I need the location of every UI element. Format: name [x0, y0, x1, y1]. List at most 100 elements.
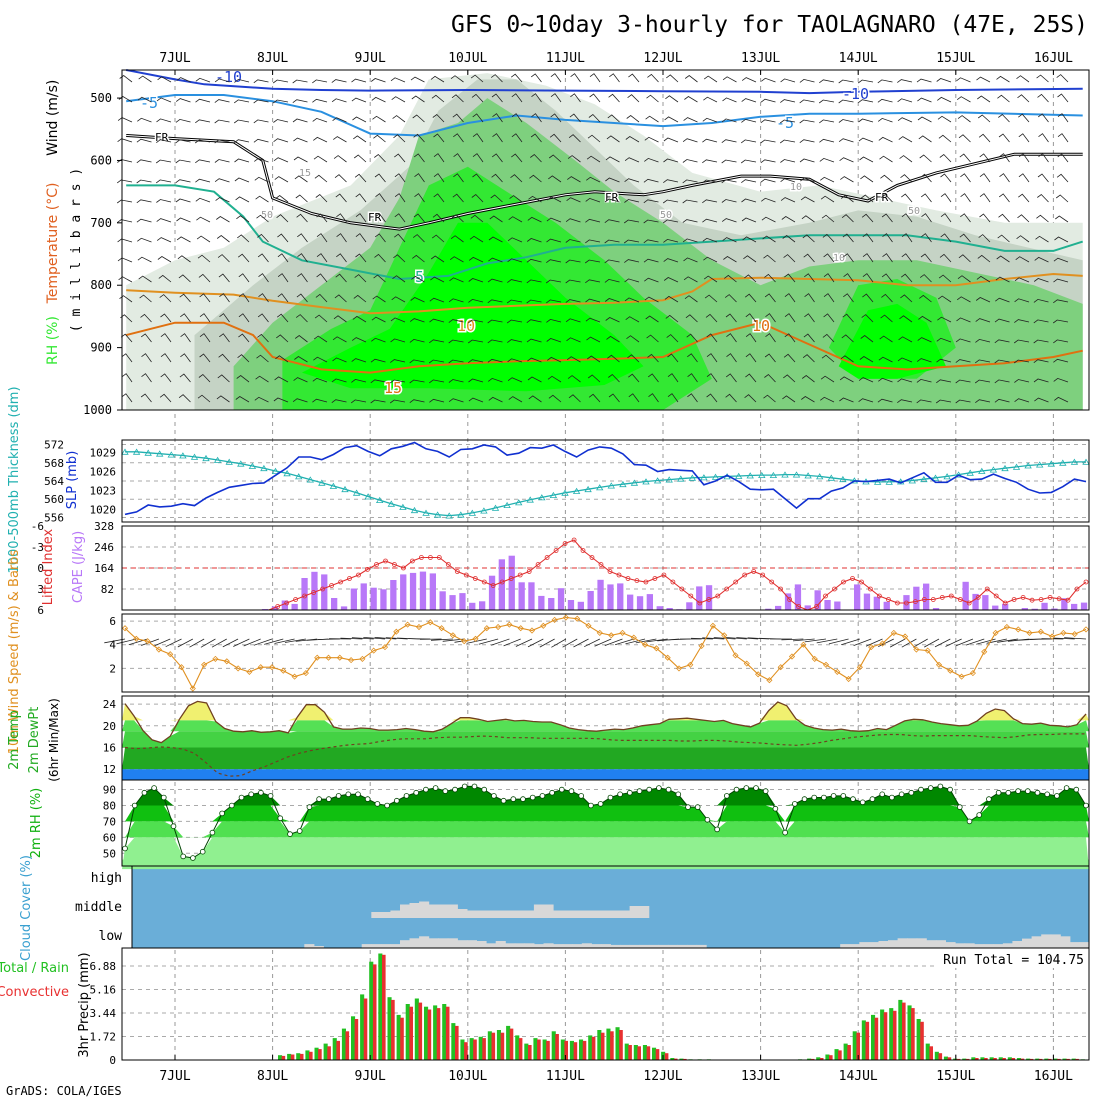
thickness-ylabel: 1000-500mb Thickness (dm) — [7, 386, 22, 573]
cloud-middle-bar — [514, 910, 525, 918]
rh2m-point — [966, 818, 973, 825]
wind-barb — [136, 138, 152, 143]
wind-barb — [277, 293, 289, 303]
wind-barb — [918, 135, 932, 143]
wind-barb — [412, 114, 425, 123]
precip-convective-bar — [984, 1058, 988, 1060]
wind-barb — [862, 273, 874, 283]
thickness-point — [746, 472, 754, 479]
wind-barb — [901, 253, 913, 263]
wind-barb — [667, 373, 679, 383]
wind-barb — [919, 154, 932, 163]
wind-barb — [180, 353, 191, 363]
wind10-point — [133, 635, 140, 642]
rh2m-point — [549, 789, 555, 796]
wind-barb — [217, 374, 230, 383]
rh2m-point — [976, 812, 982, 818]
cape-bar — [508, 555, 515, 610]
contour-label: 5 — [415, 268, 424, 286]
cloud-middle-bar — [524, 910, 535, 918]
wind-barb — [939, 253, 952, 263]
rh2m-tick-label: 80 — [103, 799, 116, 812]
lifted-index-point — [868, 586, 873, 592]
wind-barb — [238, 273, 250, 283]
precip-convective-bar — [838, 1050, 842, 1060]
wind-barb — [644, 277, 659, 283]
wind10-point — [359, 655, 366, 662]
wind10-point — [653, 645, 660, 652]
rh2m-point — [723, 793, 730, 799]
lifted-index-point — [391, 562, 397, 567]
wind-barb — [721, 159, 737, 164]
precip-total-bar — [341, 1028, 346, 1060]
wind-barb — [155, 159, 172, 164]
wind-barb — [897, 357, 913, 363]
wind-barb — [938, 134, 952, 143]
lifted-index-point — [984, 586, 990, 592]
wind-barb — [781, 216, 796, 223]
thickness-point — [665, 476, 673, 483]
precip-convective-bar — [564, 1040, 568, 1060]
wind-barb — [1016, 235, 1030, 243]
precip-convective-bar — [345, 1031, 350, 1060]
thickness-point — [387, 500, 396, 507]
wind-barb — [762, 235, 776, 243]
wind-barb — [940, 233, 952, 243]
cloud-level-label: middle — [75, 900, 122, 915]
cloud-low-bar — [304, 944, 315, 948]
wind-barb — [702, 237, 718, 243]
wind10-barb — [781, 638, 804, 641]
wind-barb — [468, 378, 484, 383]
thickness-point — [375, 496, 384, 503]
wind-barb — [666, 74, 679, 83]
wind-barb — [742, 236, 757, 243]
wind-barb — [331, 98, 347, 103]
wind10-point — [630, 634, 637, 641]
wind-barb — [823, 273, 835, 283]
wind-barb — [901, 213, 913, 223]
rh2m-point — [325, 796, 332, 802]
wind-barb — [468, 256, 484, 263]
wind10-point — [1049, 633, 1056, 640]
wind-barb — [313, 136, 328, 143]
wind-barb — [316, 253, 328, 263]
rh2m-line — [124, 785, 1087, 859]
wind-barb — [472, 173, 484, 183]
thickness-point — [480, 507, 488, 514]
precip-total-bar — [296, 1053, 301, 1060]
wind-barb — [431, 234, 445, 243]
lifted-index-point — [643, 579, 649, 585]
wind-barb — [157, 256, 172, 263]
wind-barb — [214, 78, 230, 83]
precip-total-bar — [852, 1031, 857, 1060]
lifted-index-point — [535, 562, 541, 567]
slp-ylabel-text: SLP (mb) — [65, 451, 80, 510]
bottom-day-label: 14JUL — [839, 1069, 878, 1084]
wind-barb — [823, 313, 835, 323]
wind-barb — [565, 299, 581, 303]
wind-barb — [488, 236, 503, 243]
wind-barb — [117, 138, 133, 143]
precip-convective-bar — [911, 1008, 915, 1060]
wind-barb — [586, 176, 601, 183]
wind-barb — [472, 113, 484, 123]
wind-barb — [858, 99, 874, 104]
wind-barb — [195, 159, 211, 164]
wind-barb — [585, 317, 601, 323]
wind-barb — [351, 97, 367, 103]
wind10-point — [314, 654, 321, 661]
cape-ylabel: CAPE (J/kg) — [71, 531, 86, 603]
wind-barb — [820, 375, 835, 383]
wind-barb — [783, 353, 796, 363]
wind-barb — [627, 94, 640, 103]
wind-barb — [741, 98, 757, 103]
lifted-tick-label: -6 — [31, 520, 44, 533]
wind-barb — [978, 133, 991, 143]
wind-barb — [175, 198, 191, 203]
wind-barb — [878, 356, 893, 363]
wind-barb — [608, 93, 620, 103]
precip-convective-bar — [555, 1034, 559, 1060]
thickness-point — [1012, 463, 1021, 470]
rh2m-point — [199, 848, 206, 855]
wind-barb — [471, 93, 484, 103]
